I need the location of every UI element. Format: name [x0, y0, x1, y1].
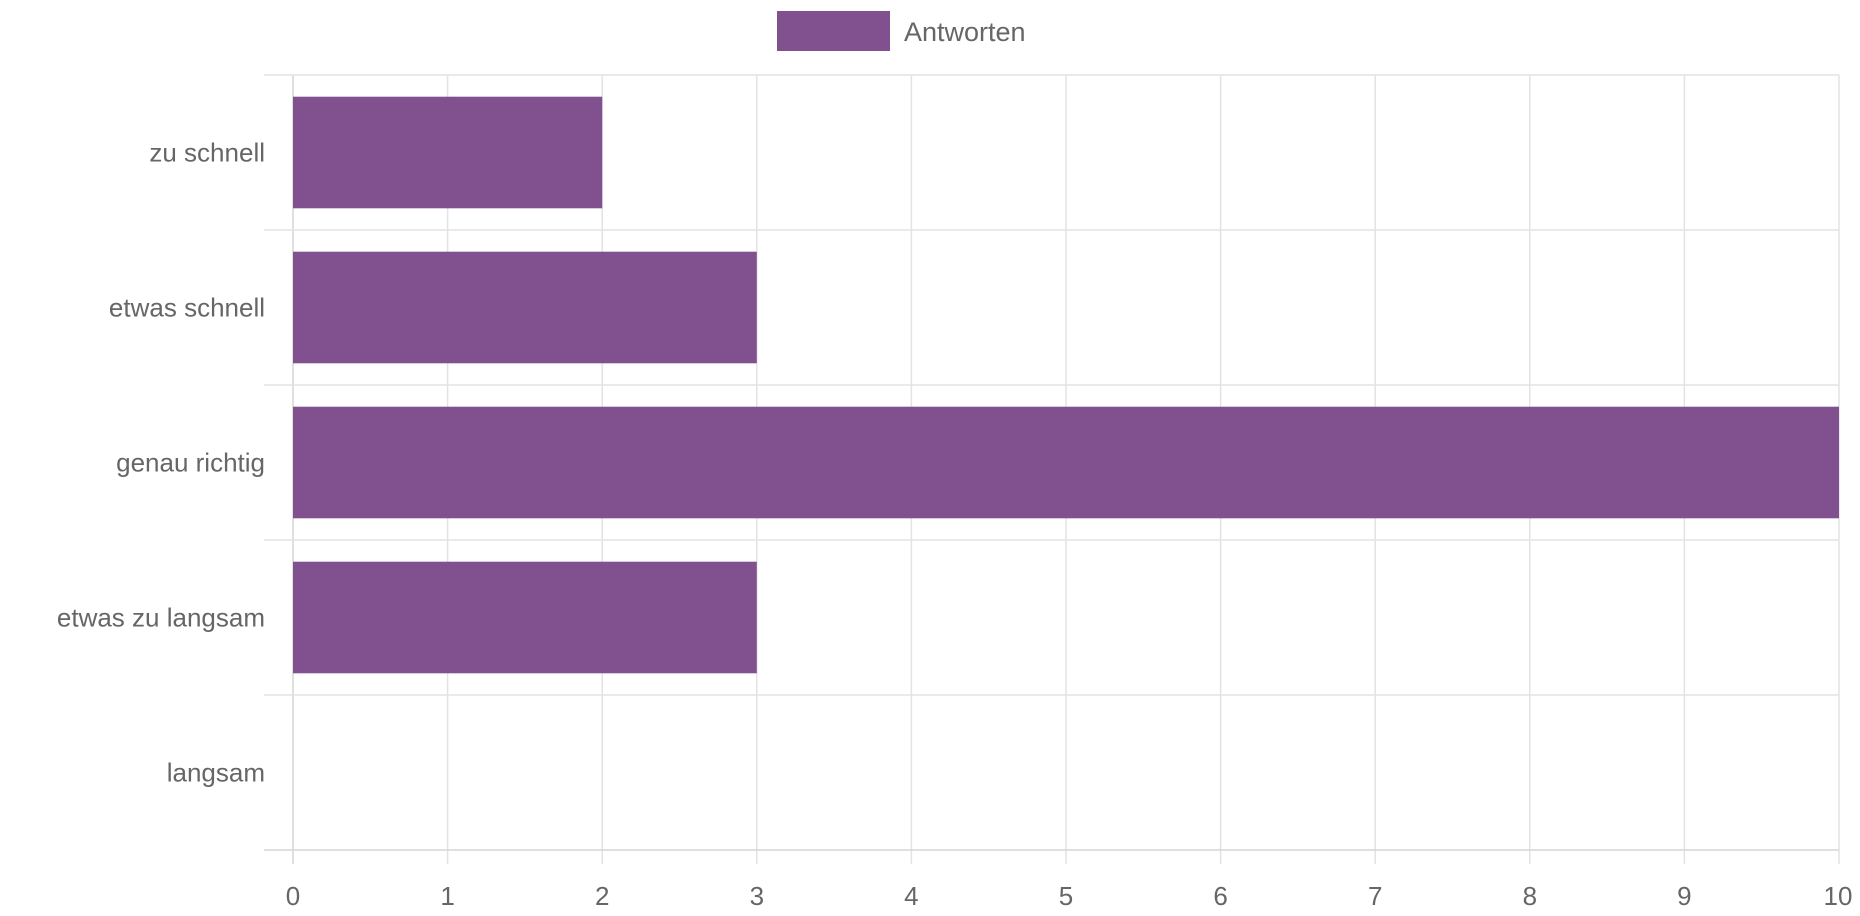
y-axis-tick-label: genau richtig: [116, 448, 265, 478]
bar: [293, 406, 1839, 519]
x-axis-tick-label: 6: [1213, 881, 1227, 911]
bar: [293, 251, 757, 364]
y-axis-tick-label: etwas schnell: [109, 293, 265, 323]
bar: [293, 561, 757, 674]
legend-label: Antworten: [904, 17, 1026, 47]
y-axis-tick-label: etwas zu langsam: [57, 603, 265, 633]
x-axis-tick-label: 5: [1059, 881, 1073, 911]
y-axis-tick-label: langsam: [167, 758, 265, 788]
x-axis-tick-label: 10: [1824, 881, 1853, 911]
y-axis-tick-label: zu schnell: [149, 138, 265, 168]
x-axis-tick-label: 8: [1523, 881, 1537, 911]
x-axis-tick-label: 1: [440, 881, 454, 911]
x-axis-tick-label: 3: [750, 881, 764, 911]
x-axis-tick-label: 4: [904, 881, 918, 911]
y-axis-labels: zu schnell etwas schnell genau richtig etwa…: [57, 138, 265, 788]
bar: [293, 96, 603, 209]
x-axis-tick-label: 7: [1368, 881, 1382, 911]
legend: Antworten: [777, 11, 1026, 51]
x-axis-labels: 0 1 2 3 4 5 6 7 8 9 10: [286, 881, 1853, 911]
bars: [293, 96, 1839, 674]
legend-swatch: [777, 11, 890, 51]
x-axis-tick-label: 9: [1677, 881, 1691, 911]
x-axis-tick-label: 0: [286, 881, 300, 911]
x-axis-tick-label: 2: [595, 881, 609, 911]
